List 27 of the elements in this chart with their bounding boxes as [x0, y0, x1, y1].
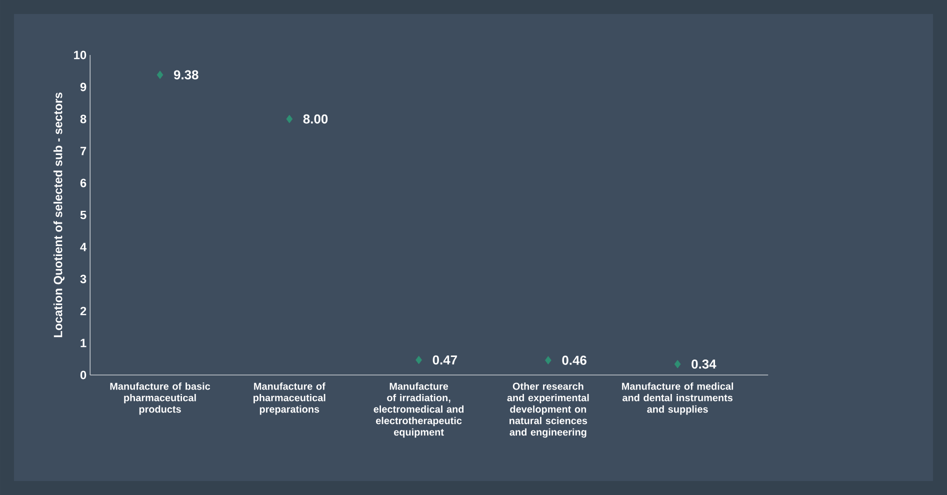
x-tick-label: Manufacture of medical and dental instruments and supplies — [622, 382, 734, 415]
data-label: 0.34 — [692, 360, 716, 369]
y-tick-label: 7 — [80, 146, 86, 156]
data-label: 9.38 — [174, 70, 198, 80]
y-axis-title: Location Quotient of selected sub - sectors — [53, 92, 64, 338]
point — [416, 356, 422, 364]
x-tick-label: Manufacture of pharmaceutical preparations — [254, 382, 326, 415]
data-label: 8.00 — [303, 114, 328, 124]
x-tick-label: Manufacture of irradiation, electromedical and electrotherapeutic equipment — [374, 382, 464, 438]
y-tick-label: 2 — [80, 306, 86, 316]
y-tick-label: 6 — [80, 178, 86, 188]
y-tick-label: 9 — [80, 82, 86, 92]
y-tick-label: 5 — [80, 210, 86, 220]
y-tick-label: 3 — [80, 274, 86, 284]
y-tick-label: 0 — [80, 370, 86, 380]
point — [544, 356, 552, 364]
x-tick-label: Other research and experimental development on natural sciences and engineering — [507, 382, 589, 438]
point — [674, 360, 681, 368]
data-label: 0.46 — [562, 356, 586, 365]
point — [156, 70, 164, 80]
y-tick-label: 1 — [80, 338, 86, 348]
y-tick-label: 8 — [80, 114, 86, 124]
point — [286, 114, 293, 124]
data-label: 0.47 — [432, 355, 457, 365]
y-tick-label: 10 — [74, 50, 86, 60]
x-tick-label: Manufacture of basic pharmaceutical products — [110, 382, 210, 415]
y-tick-label: 4 — [80, 242, 87, 252]
